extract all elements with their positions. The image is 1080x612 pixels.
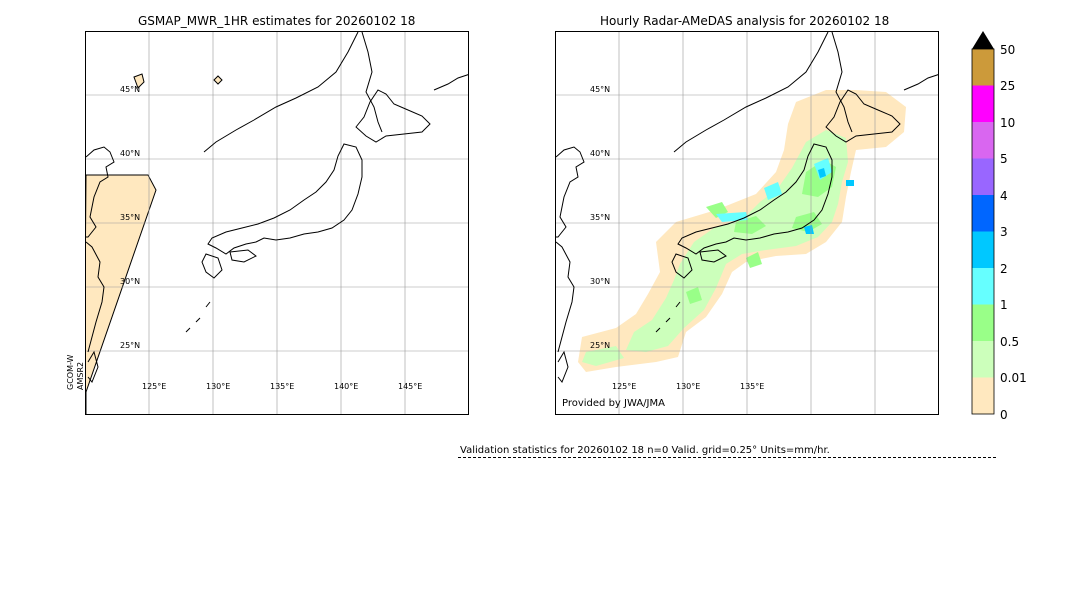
colorbar-segment bbox=[972, 49, 994, 86]
colorbar-label-3: 3 bbox=[1000, 225, 1008, 239]
colorbar-label-1: 1 bbox=[1000, 298, 1008, 312]
right-lat-label-45: 45°N bbox=[590, 85, 611, 94]
satellite-label-line2: AMSR2 bbox=[76, 361, 85, 390]
colorbar-label-0: 0 bbox=[1000, 408, 1008, 422]
korea-coast bbox=[86, 146, 115, 238]
colorbar-segment bbox=[972, 158, 994, 195]
left-lon-label-135: 135°E bbox=[270, 382, 295, 391]
colorbar-label-0.5: 0.5 bbox=[1000, 335, 1020, 349]
right-lat-label-35: 35°N bbox=[590, 213, 611, 222]
colorbar-segment bbox=[972, 268, 994, 305]
colorbar-segment bbox=[972, 85, 994, 122]
colorbar-label-4: 4 bbox=[1000, 189, 1008, 203]
right-lat-label-30: 30°N bbox=[590, 277, 611, 286]
shikoku-coast bbox=[229, 249, 257, 263]
right-lon-label-135: 135°E bbox=[740, 382, 765, 391]
right-map-panel: 45°N 40°N 35°N 30°N 25°N 125°E 130°E 135… bbox=[555, 31, 939, 415]
colorbar-extend-arrow bbox=[972, 31, 994, 49]
colorbar-segment bbox=[972, 195, 994, 232]
left-lat-label-25: 25°N bbox=[120, 341, 141, 350]
colorbar-border bbox=[971, 48, 995, 415]
left-map-title: GSMAP_MWR_1HR estimates for 20260102 18 bbox=[138, 14, 416, 28]
validation-statistics: Validation statistics for 20260102 18 n=… bbox=[460, 445, 830, 456]
left-map-panel: 45°N 40°N 35°N 30°N 25°N 125°E 130°E 135… bbox=[85, 31, 469, 415]
left-lat-label-40: 40°N bbox=[120, 149, 141, 158]
left-lat-label-35: 35°N bbox=[120, 213, 141, 222]
left-map-svg bbox=[86, 32, 468, 414]
kuril-islands bbox=[433, 74, 468, 91]
colorbar-label-25: 25 bbox=[1000, 79, 1016, 93]
mainland-coast bbox=[203, 32, 359, 153]
colorbar-label-10: 10 bbox=[1000, 116, 1016, 130]
sakhalin-coast bbox=[361, 32, 383, 133]
colorbar-label-2: 2 bbox=[1000, 262, 1008, 276]
colorbar-segment bbox=[972, 122, 994, 159]
right-lat-label-25: 25°N bbox=[590, 341, 611, 350]
right-lon-label-125: 125°E bbox=[612, 382, 637, 391]
colorbar-label-5: 5 bbox=[1000, 152, 1008, 166]
left-lon-label-130: 130°E bbox=[206, 382, 231, 391]
colorbar-segment bbox=[972, 341, 994, 378]
right-lon-label-130: 130°E bbox=[676, 382, 701, 391]
taiwan-coast bbox=[87, 350, 99, 383]
hokkaido-coast bbox=[355, 89, 431, 143]
right-lat-label-40: 40°N bbox=[590, 149, 611, 158]
colorbar-label-0.01: 0.01 bbox=[1000, 371, 1027, 385]
data-credit: Provided by JWA/JMA bbox=[562, 398, 665, 409]
left-lat-label-45: 45°N bbox=[120, 85, 141, 94]
left-lon-label-140: 140°E bbox=[334, 382, 359, 391]
validation-underline bbox=[458, 457, 996, 458]
colorbar-label-50: 50 bbox=[1000, 43, 1016, 57]
colorbar-segment bbox=[972, 231, 994, 268]
ryukyu-islands bbox=[185, 301, 211, 333]
left-lon-label-145: 145°E bbox=[398, 382, 423, 391]
right-map-svg bbox=[556, 32, 938, 414]
right-map-title: Hourly Radar-AMeDAS analysis for 2026010… bbox=[600, 14, 890, 28]
left-lat-label-30: 30°N bbox=[120, 277, 141, 286]
colorbar-segment bbox=[972, 304, 994, 341]
swath-area bbox=[86, 174, 157, 414]
satellite-label-line1: GCOM-W bbox=[66, 354, 75, 390]
china-coast bbox=[86, 241, 105, 353]
kyushu-coast bbox=[201, 253, 223, 279]
colorbar-segment bbox=[972, 377, 994, 414]
left-lon-label-125: 125°E bbox=[142, 382, 167, 391]
honshu-coast bbox=[207, 143, 363, 255]
